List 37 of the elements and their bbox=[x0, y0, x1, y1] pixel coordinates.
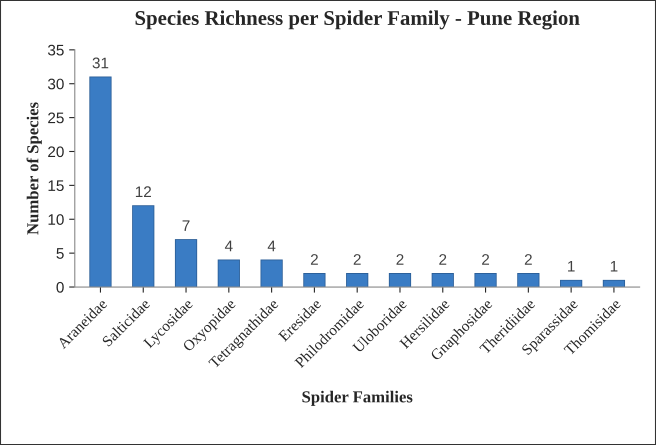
data-label: 7 bbox=[182, 220, 190, 231]
data-label: 2 bbox=[482, 254, 490, 265]
chart-title: Species Richness per Spider Family - Pune Region bbox=[136, 10, 580, 30]
data-label: 1 bbox=[568, 261, 575, 272]
bar bbox=[260, 260, 283, 288]
y-tick-label: 20 bbox=[48, 146, 64, 158]
y-tick-label: 35 bbox=[48, 44, 64, 56]
data-label: 2 bbox=[354, 254, 361, 265]
data-label: 2 bbox=[439, 254, 446, 265]
bar bbox=[517, 273, 540, 288]
bar bbox=[174, 239, 198, 288]
data-label: 4 bbox=[268, 240, 276, 252]
bar bbox=[388, 273, 412, 288]
data-label: 2 bbox=[310, 254, 318, 265]
y-tick-label: 5 bbox=[56, 248, 64, 259]
y-tick-label: 15 bbox=[48, 180, 64, 192]
bar bbox=[602, 280, 626, 288]
y-tick-label: 30 bbox=[48, 78, 64, 90]
y-tick-label: 10 bbox=[48, 214, 64, 225]
bar bbox=[303, 273, 326, 288]
data-label: 4 bbox=[224, 240, 233, 252]
y-tick-label: 0 bbox=[56, 282, 64, 293]
bar bbox=[218, 260, 240, 288]
data-label: 12 bbox=[136, 186, 151, 197]
data-label: 2 bbox=[396, 254, 404, 265]
x-axis-title: Spider Families bbox=[302, 390, 412, 406]
y-axis-title: Number of Species bbox=[26, 102, 42, 235]
bar bbox=[132, 205, 154, 288]
bar bbox=[346, 273, 368, 288]
bar bbox=[560, 280, 582, 288]
data-label: 2 bbox=[524, 254, 532, 265]
bar bbox=[432, 273, 454, 288]
data-label: 1 bbox=[610, 261, 618, 272]
bar bbox=[89, 76, 112, 288]
data-label: 31 bbox=[92, 58, 108, 68]
bar bbox=[474, 273, 497, 288]
y-tick-label: 25 bbox=[48, 112, 64, 124]
